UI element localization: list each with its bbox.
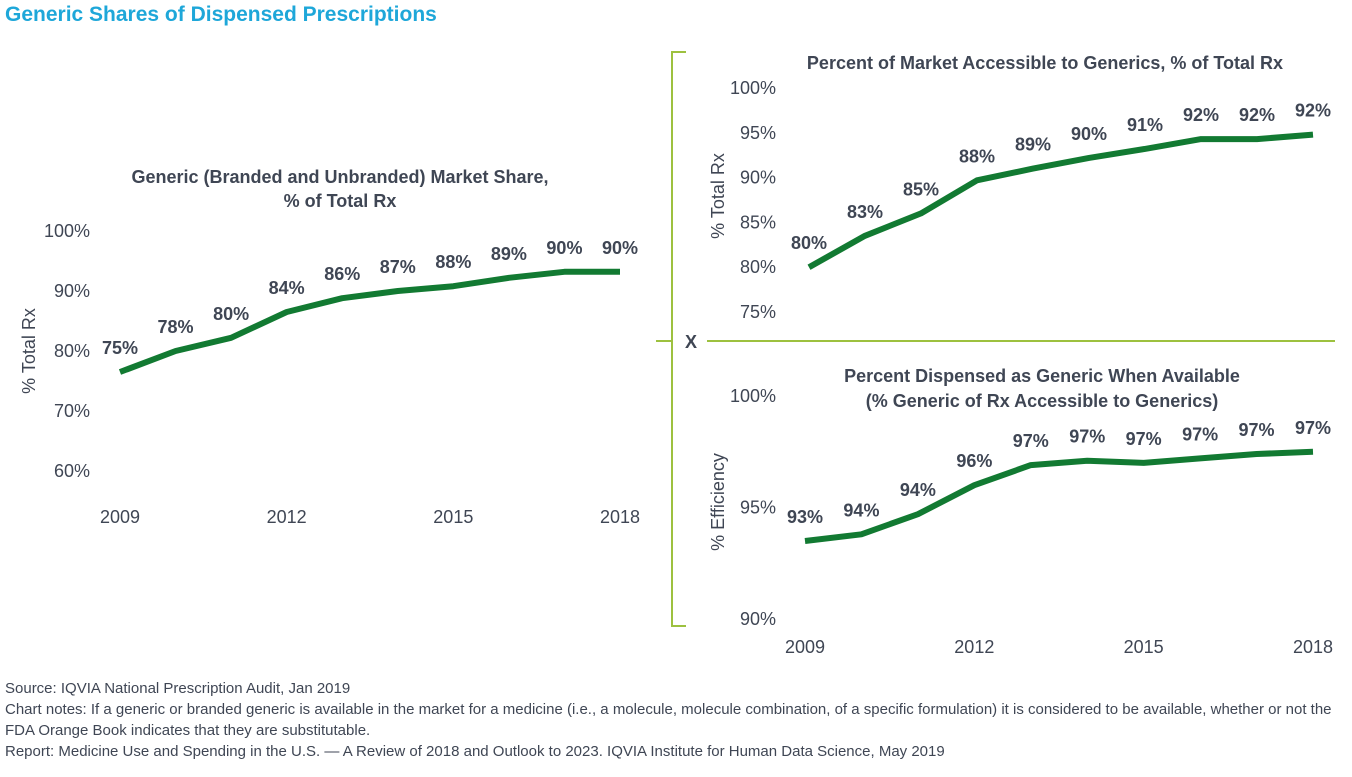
market-accessible-chart: Percent of Market Accessible to Generics… (708, 53, 1331, 322)
x-tick-label: 2015 (433, 507, 473, 527)
data-label: 80% (791, 233, 827, 253)
y-tick-label: 95% (740, 123, 776, 143)
chart-notes: Chart notes: If a generic or branded gen… (5, 701, 1332, 739)
data-label: 86% (324, 264, 360, 284)
data-label: 88% (959, 146, 995, 166)
y-tick-label: 80% (740, 257, 776, 277)
charts-canvas: X Generic (Branded and Unbranded) Market… (19, 51, 1335, 657)
data-label: 90% (602, 238, 638, 258)
y-tick-label: 80% (54, 341, 90, 361)
market-share-chart: Generic (Branded and Unbranded) Market S… (19, 167, 640, 527)
data-label: 93% (787, 507, 823, 527)
data-label: 90% (546, 238, 582, 258)
y-tick-label: 75% (740, 302, 776, 322)
y-tick-label: 85% (740, 212, 776, 232)
x-tick-label: 2015 (1124, 637, 1164, 657)
data-label: 83% (847, 202, 883, 222)
data-label: 96% (956, 451, 992, 471)
footer: Source: IQVIA National Prescription Audi… (5, 678, 1345, 762)
y-tick-label: 90% (740, 168, 776, 188)
x-tick-label: 2012 (267, 507, 307, 527)
chart-title-line: Percent of Market Accessible to Generics… (807, 53, 1283, 73)
chart-title-line: % of Total Rx (284, 191, 397, 211)
series-line (804, 448, 1314, 544)
x-tick-label: 2009 (100, 507, 140, 527)
y-tick-label: 90% (740, 609, 776, 629)
x-tick-label: 2009 (785, 637, 825, 657)
dispensed-generic-chart: Percent Dispensed as Generic When Availa… (708, 366, 1333, 657)
data-label: 75% (102, 338, 138, 358)
y-axis-label: % Total Rx (19, 308, 39, 394)
y-tick-label: 100% (730, 78, 776, 98)
data-label: 92% (1183, 105, 1219, 125)
data-label: 94% (843, 500, 879, 520)
multiply-sign: X (685, 332, 697, 352)
data-label: 97% (1069, 427, 1105, 447)
data-label: 89% (491, 244, 527, 264)
source-note: Source: IQVIA National Prescription Audi… (5, 680, 351, 697)
y-tick-label: 100% (44, 221, 90, 241)
data-label: 85% (903, 179, 939, 199)
chart-title-line: (% Generic of Rx Accessible to Generics) (866, 391, 1218, 411)
data-label: 92% (1295, 101, 1331, 121)
data-label: 97% (1239, 420, 1275, 440)
data-label: 97% (1295, 418, 1331, 438)
data-label: 97% (1182, 424, 1218, 444)
y-tick-label: 95% (740, 498, 776, 518)
report-note: Report: Medicine Use and Spending in the… (5, 743, 945, 760)
data-label: 91% (1127, 115, 1163, 135)
series-line (807, 131, 1314, 270)
page-title: Generic Shares of Dispensed Prescription… (5, 3, 437, 26)
x-tick-label: 2012 (954, 637, 994, 657)
data-label: 97% (1126, 429, 1162, 449)
data-label: 84% (269, 278, 305, 298)
x-tick-label: 2018 (600, 507, 640, 527)
y-axis-label: % Efficiency (708, 453, 728, 551)
y-tick-label: 90% (54, 281, 90, 301)
bracket-line (671, 51, 686, 627)
data-label: 97% (1013, 431, 1049, 451)
y-tick-label: 100% (730, 386, 776, 406)
chart-title-line: Percent Dispensed as Generic When Availa… (844, 366, 1240, 386)
x-tick-label: 2018 (1293, 637, 1333, 657)
y-axis-label: % Total Rx (708, 153, 728, 239)
data-label: 87% (380, 257, 416, 277)
data-label: 90% (1071, 124, 1107, 144)
data-label: 80% (213, 304, 249, 324)
y-tick-label: 70% (54, 401, 90, 421)
data-label: 92% (1239, 105, 1275, 125)
multiplication-bracket: X (656, 51, 1335, 627)
data-label: 89% (1015, 135, 1051, 155)
chart-title-line: Generic (Branded and Unbranded) Market S… (131, 167, 548, 187)
data-label: 78% (158, 317, 194, 337)
data-label: 94% (900, 480, 936, 500)
series-line (118, 268, 620, 375)
y-tick-label: 60% (54, 461, 90, 481)
data-label: 88% (435, 252, 471, 272)
